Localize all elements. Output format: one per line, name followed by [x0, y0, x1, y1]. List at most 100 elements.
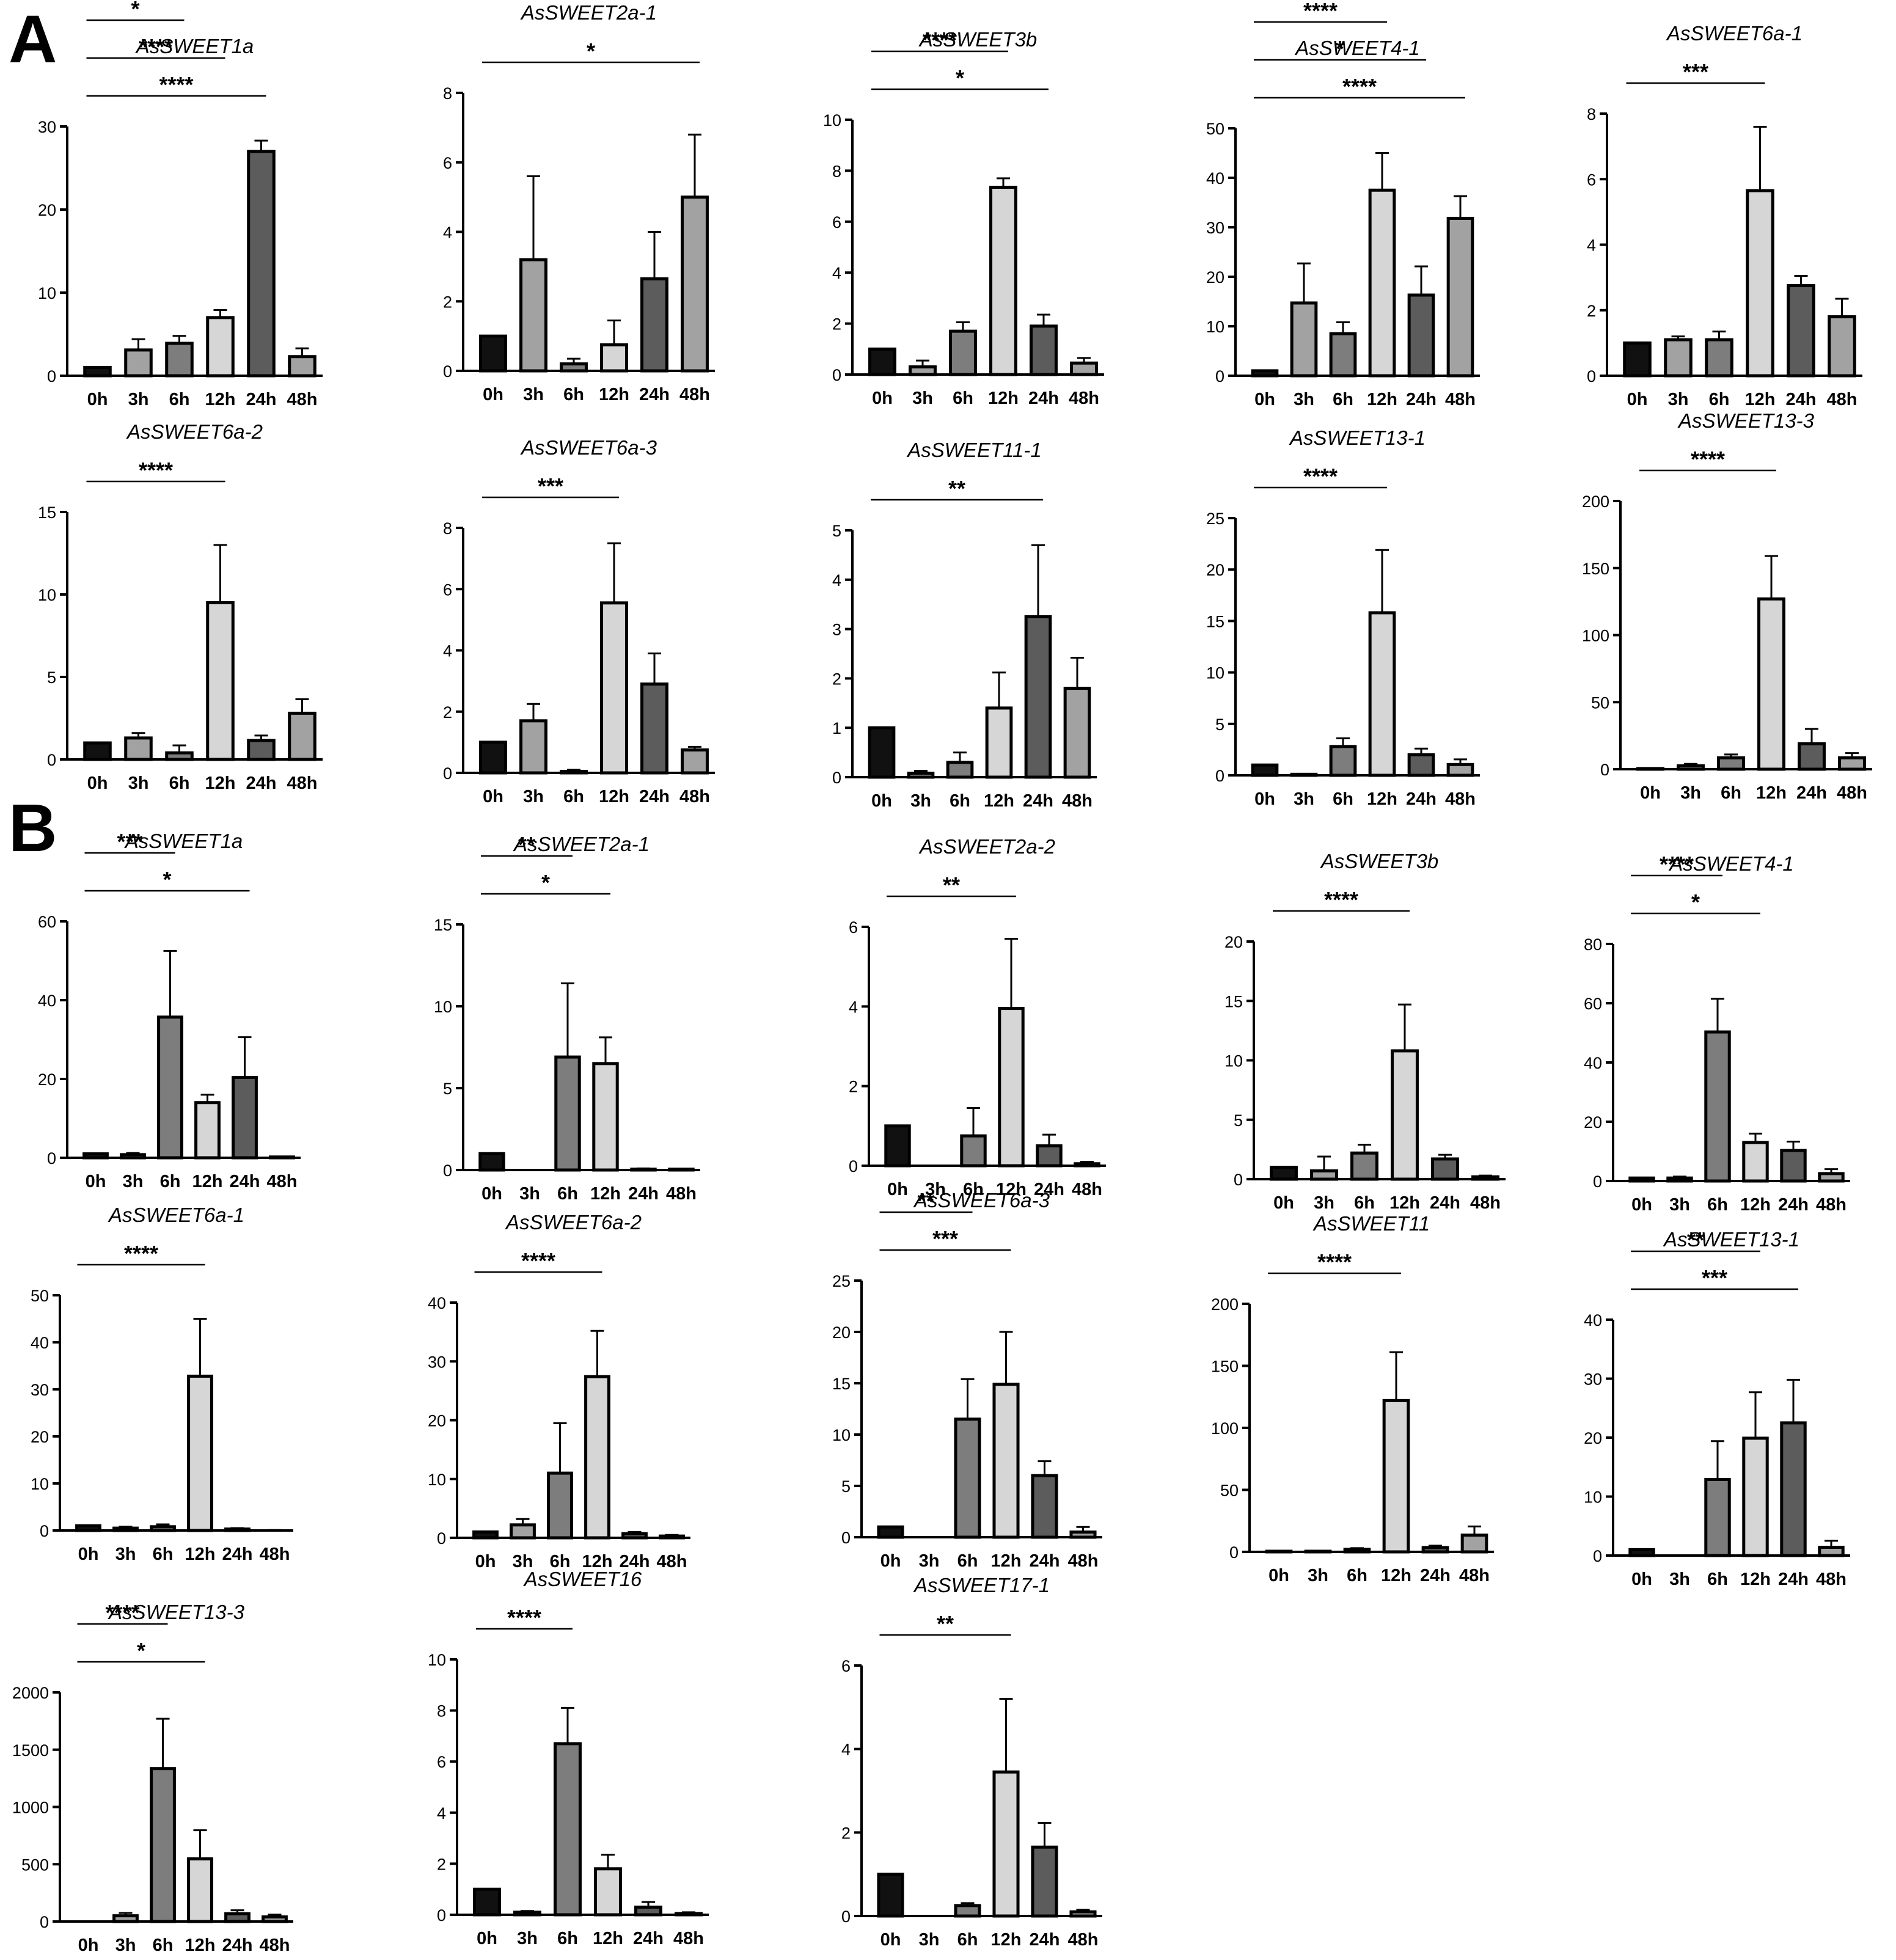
bar-6h [1343, 1548, 1371, 1554]
y-tick-label: 50 [1591, 693, 1609, 712]
x-tick-label: 0h [872, 389, 893, 408]
x-tick-label: 12h [1389, 1193, 1420, 1213]
bar-3h [907, 772, 935, 779]
y-tick-label: 40 [428, 1294, 446, 1312]
bar-12h [989, 186, 1017, 376]
y-tick-label: 40 [31, 1334, 49, 1352]
bar-24h [1421, 1546, 1449, 1554]
y-tick-label: 40 [1584, 1054, 1602, 1072]
significance-label: **** [1660, 852, 1694, 877]
bar-3h [120, 1153, 146, 1160]
x-tick-label: 0h [1268, 1566, 1289, 1585]
x-tick-label: 3h [519, 1184, 540, 1204]
bar-24h [1030, 324, 1058, 376]
bar-0h [479, 334, 507, 373]
x-tick-label: 0h [1631, 1570, 1652, 1589]
x-tick-label: 48h [1445, 390, 1476, 409]
bar-3h [1666, 1176, 1693, 1183]
x-tick-label: 24h [222, 1936, 253, 1955]
x-tick-label: 3h [1314, 1193, 1334, 1213]
bar-0h [479, 740, 507, 775]
x-tick-label: 12h [1367, 789, 1397, 809]
y-tick-label: 5 [1234, 1111, 1243, 1130]
chart-a8: AsSWEET11-1 0 1 2 3 4 5 0h 3h 6h 12h 24h 48h ** [832, 439, 1097, 811]
x-tick-label: 6h [950, 791, 970, 811]
x-tick-label: 24h [1430, 1193, 1460, 1213]
x-tick-label: 0h [477, 1929, 497, 1948]
y-tick-label: 40 [1206, 169, 1224, 188]
y-tick-label: 30 [428, 1353, 446, 1371]
y-tick-label: 0 [40, 1522, 49, 1540]
x-tick-label: 48h [267, 1172, 298, 1191]
bar-6h [165, 342, 194, 378]
x-tick-label: 0h [87, 773, 108, 793]
x-tick-label: 6h [169, 773, 190, 793]
bar-6h [560, 362, 588, 373]
x-tick-label: 6h [153, 1936, 174, 1955]
bar-0h [83, 365, 112, 378]
bar-0h [82, 1152, 109, 1160]
x-tick-label: 12h [984, 791, 1014, 811]
x-tick-label: 48h [666, 1184, 697, 1204]
bar-12h [600, 343, 628, 373]
significance-label: **** [139, 34, 173, 59]
bar-12h [187, 1857, 213, 1923]
bar-24h [1780, 1149, 1807, 1183]
chart-title: AsSWEET13-3 [108, 1601, 245, 1623]
bar-0h [83, 741, 112, 761]
bar-12h [1742, 1141, 1769, 1183]
y-tick-label: 150 [1211, 1358, 1239, 1376]
chart-title: AsSWEET3b [918, 28, 1038, 51]
x-tick-label: 6h [1333, 789, 1353, 809]
x-tick-label: 0h [481, 1184, 502, 1204]
y-tick-label: 5 [1215, 715, 1224, 734]
x-tick-label: 12h [988, 389, 1019, 408]
bar-6h [554, 1055, 581, 1172]
x-tick-label: 48h [1816, 1195, 1847, 1215]
x-tick-label: 3h [910, 791, 931, 811]
bar-0h [473, 1887, 501, 1917]
significance-label: ** [518, 832, 535, 857]
x-tick-label: 0h [1254, 789, 1275, 809]
x-tick-label: 48h [1068, 1930, 1099, 1950]
bar-24h [634, 1905, 662, 1917]
significance-label: *** [1702, 1265, 1727, 1290]
chart-title: AsSWEET1a [124, 830, 243, 852]
x-tick-label: 6h [557, 1184, 578, 1204]
y-tick-label: 0 [47, 367, 56, 386]
panel-label-b: B [9, 791, 57, 866]
x-tick-label: 12h [991, 1551, 1022, 1571]
chart-title: AsSWEET4-1 [1668, 852, 1794, 875]
x-tick-label: 24h [1023, 791, 1053, 811]
bar-24h [224, 1912, 251, 1923]
bar-12h [1368, 611, 1396, 777]
x-tick-label: 3h [128, 773, 149, 793]
bar-6h [954, 1417, 981, 1539]
panel-label-a: A [9, 2, 57, 77]
x-tick-label: 12h [192, 1172, 223, 1191]
y-tick-label: 8 [1587, 105, 1596, 123]
chart-title: AsSWEET13-1 [1663, 1228, 1799, 1251]
y-tick-label: 6 [443, 580, 452, 599]
x-tick-label: 0h [1640, 783, 1661, 803]
bar-48h [288, 711, 317, 761]
bar-6h [150, 1525, 176, 1532]
significance-label: * [1336, 36, 1344, 61]
bar-12h [992, 1383, 1020, 1539]
x-tick-label: 6h [153, 1545, 174, 1564]
y-tick-label: 15 [1224, 992, 1243, 1011]
y-tick-label: 6 [1587, 170, 1596, 189]
bar-6h [1705, 338, 1733, 378]
significance-label: * [956, 65, 964, 90]
y-tick-label: 3 [832, 621, 841, 639]
y-tick-label: 0 [47, 751, 56, 769]
y-tick-label: 20 [832, 1323, 851, 1342]
bar-12h [1368, 188, 1396, 378]
x-tick-label: 12h [582, 1552, 613, 1571]
bar-6h [560, 769, 588, 775]
significance-label: **** [1691, 447, 1725, 472]
x-tick-label: 3h [517, 1929, 538, 1948]
